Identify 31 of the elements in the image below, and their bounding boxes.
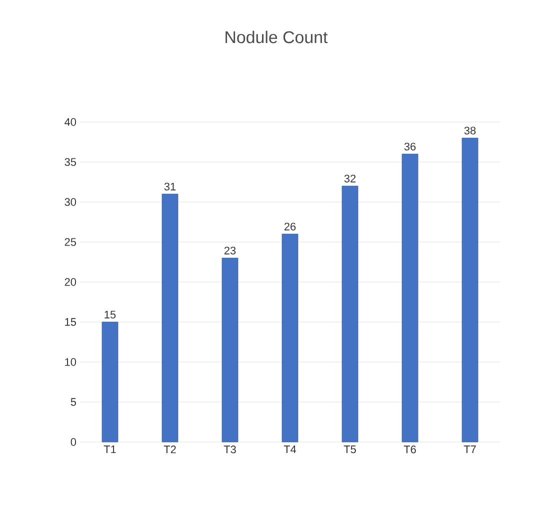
- y-tick-label: 5: [70, 398, 76, 406]
- bar: [222, 258, 238, 442]
- y-tick-label: 20: [64, 278, 76, 286]
- bar: [162, 194, 178, 442]
- y-tick-label: 40: [64, 118, 76, 126]
- data-label: 32: [344, 174, 356, 182]
- y-tick-label: 15: [65, 318, 76, 326]
- x-tick-label: T4: [284, 446, 296, 454]
- bar: [402, 154, 418, 442]
- x-tick-label: T5: [344, 446, 356, 454]
- bar: [282, 234, 298, 442]
- chart-title: Nodule Count: [226, 30, 328, 44]
- x-tick-label: T6: [404, 446, 416, 454]
- y-tick-label: 30: [64, 198, 76, 206]
- y-tick-label: 35: [64, 158, 76, 166]
- x-tick-label: T3: [224, 446, 236, 454]
- data-label: 38: [464, 126, 476, 134]
- data-label: 36: [404, 142, 416, 150]
- x-tick-label: T7: [464, 446, 476, 454]
- data-label: 23: [224, 246, 236, 254]
- data-label: 31: [164, 182, 176, 190]
- y-tick-label: 25: [64, 238, 76, 246]
- x-tick-label: T2: [164, 446, 176, 454]
- y-tick-label: 0: [70, 438, 76, 446]
- y-tick-label: 10: [65, 358, 76, 366]
- bar: [462, 138, 478, 442]
- x-tick-label: T1: [104, 446, 116, 454]
- bar: [102, 322, 118, 442]
- bar: [342, 186, 358, 442]
- data-label: 15: [104, 310, 116, 318]
- data-label: 26: [284, 222, 296, 230]
